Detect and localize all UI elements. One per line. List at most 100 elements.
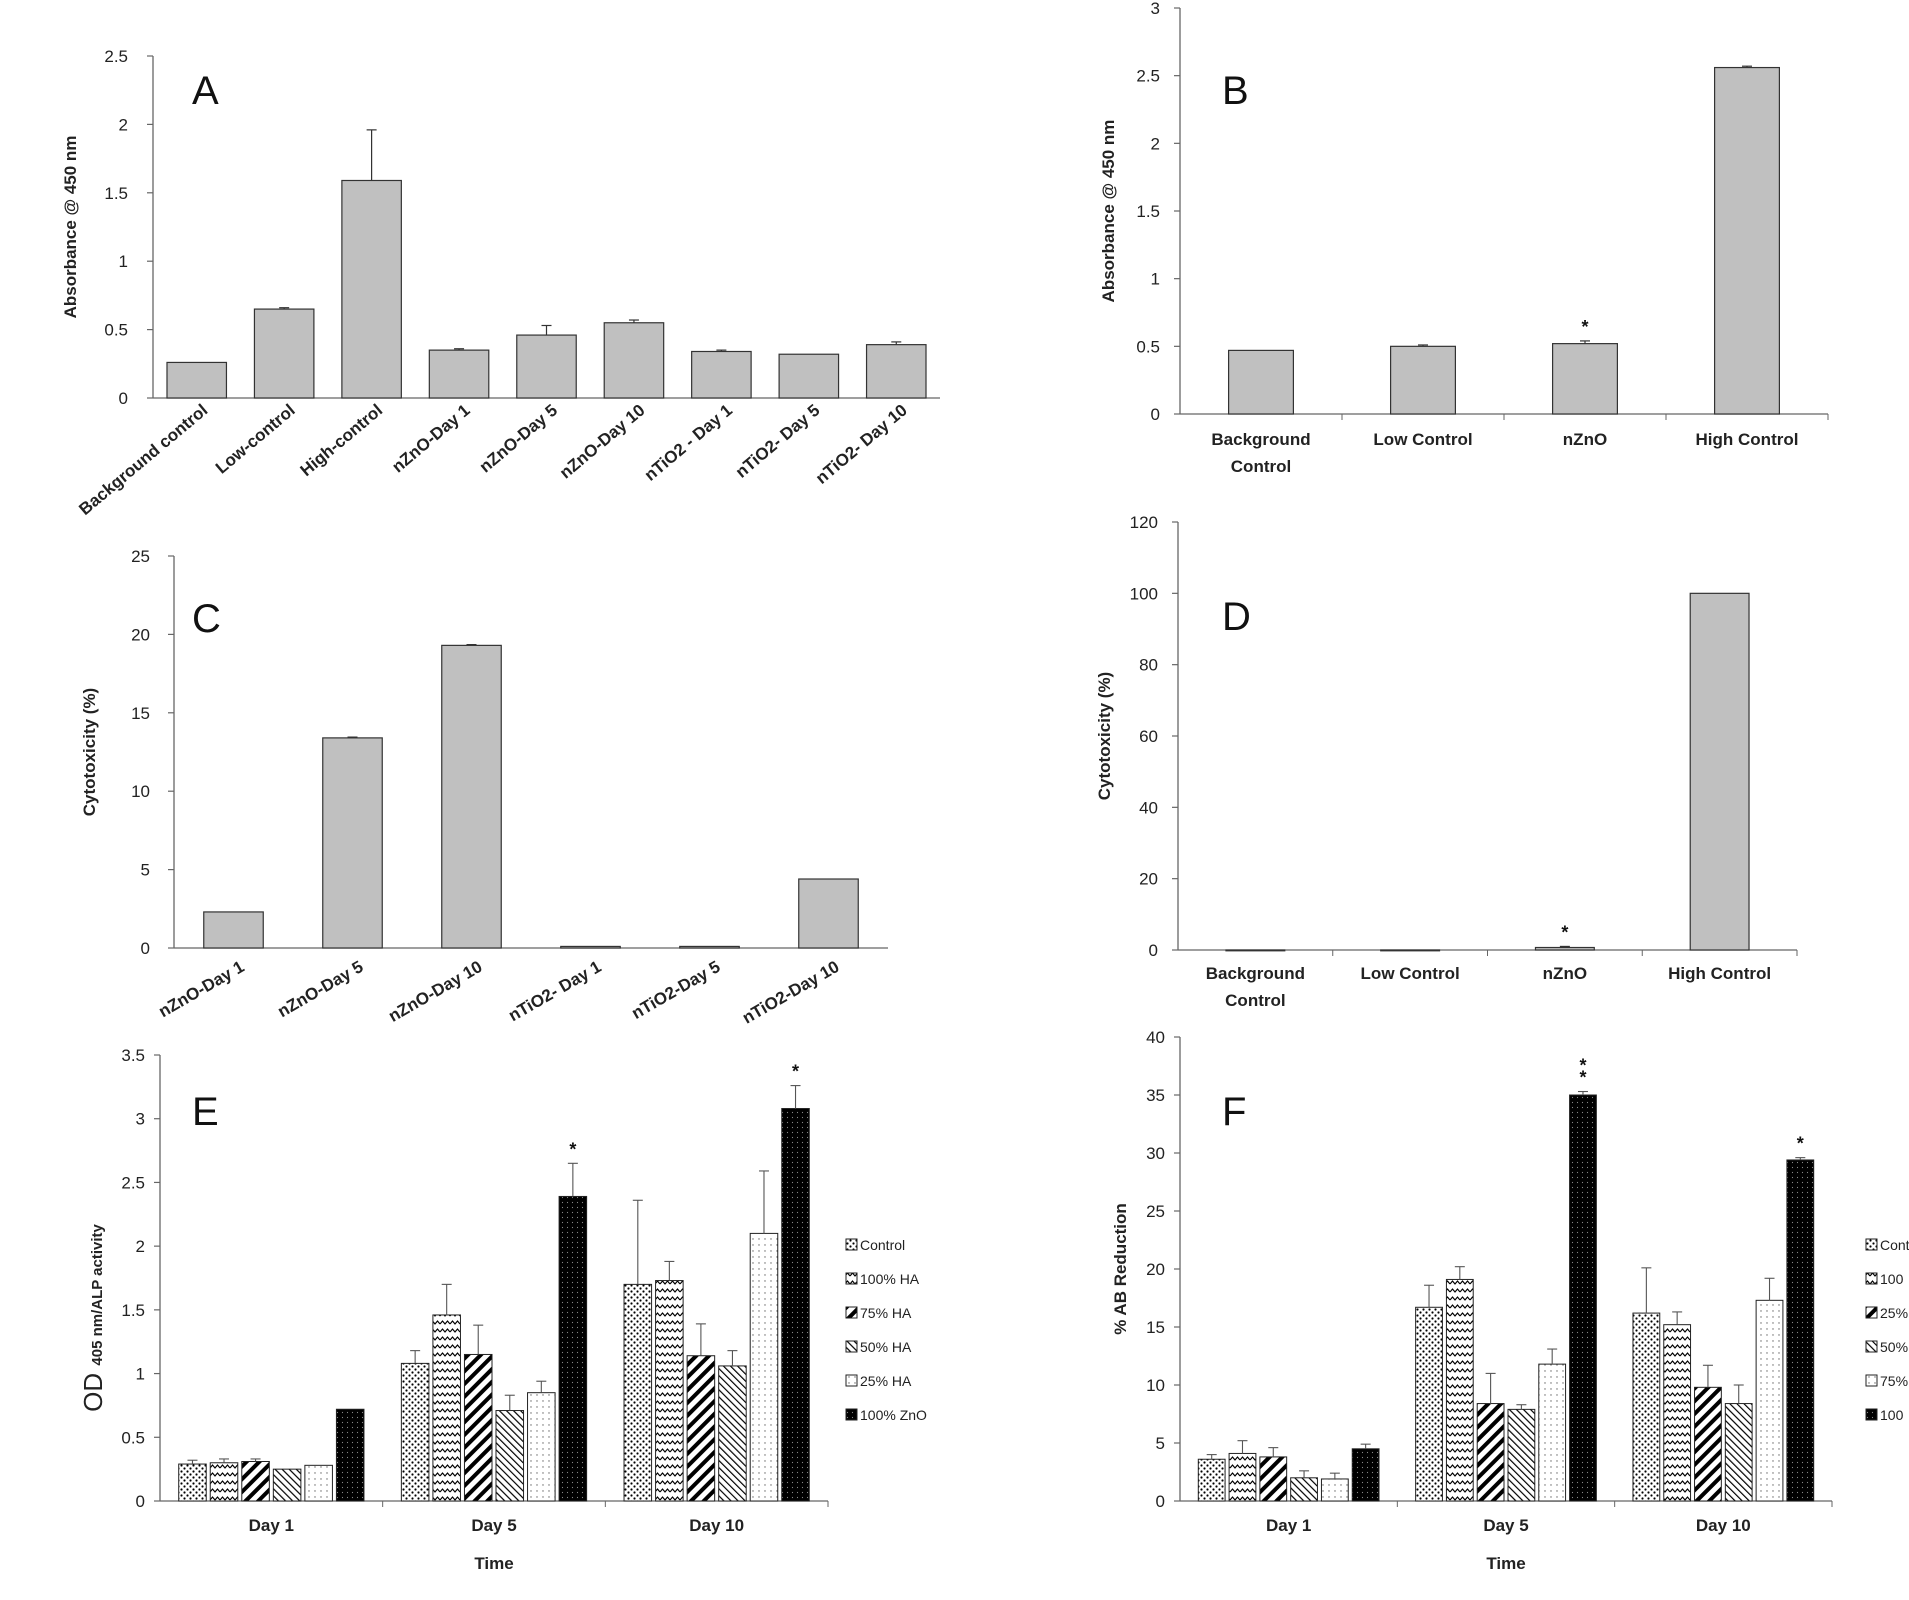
y-tick-label: 15	[1146, 1318, 1165, 1337]
y-tick-label: 3.5	[121, 1046, 145, 1065]
x-tick-label: High Control	[1668, 964, 1771, 983]
bar	[304, 1464, 333, 1502]
y-axis-label: Cytotoxicity (%)	[80, 688, 99, 816]
bar	[1755, 1299, 1784, 1502]
bar	[1227, 349, 1294, 415]
x-tick-label: nZnO-Day 1	[155, 957, 247, 1021]
bar	[1694, 1386, 1722, 1502]
legend-swatch	[845, 1340, 858, 1353]
x-tick-label: nTiO2- Day 10	[812, 401, 911, 488]
legend-swatch	[845, 1238, 858, 1251]
bar	[203, 911, 264, 949]
x-tick-label: High Control	[1696, 430, 1799, 449]
y-tick-label: 2.5	[121, 1173, 145, 1192]
y-tick-label: 25	[131, 547, 150, 566]
bar	[1389, 345, 1456, 415]
bar	[1351, 1448, 1380, 1502]
y-tick-label: 40	[1139, 798, 1158, 817]
x-tick-label: nZnO-Day 5	[274, 957, 366, 1021]
x-tick-label: Day 5	[1483, 1516, 1528, 1535]
y-axis-label: Absorbance @ 450 nm	[1099, 120, 1118, 303]
bar	[428, 349, 490, 399]
x-tick-label: nZnO	[1563, 430, 1607, 449]
bar	[1380, 949, 1441, 952]
x-tick-label: nTiO2-Day 5	[628, 957, 723, 1023]
legend-label: 75% HA	[860, 1305, 912, 1321]
y-tick-label: 1.5	[1136, 202, 1160, 221]
x-tick-label-line2: Control	[1225, 991, 1285, 1010]
x-tick-label: Day 10	[1696, 1516, 1751, 1535]
bar	[778, 353, 840, 399]
x-axis-label: Time	[474, 1554, 513, 1573]
bar	[865, 344, 927, 399]
y-tick-label: 0	[119, 389, 128, 408]
x-tick-label: nZnO-Day 5	[476, 401, 561, 477]
bar	[1786, 1159, 1815, 1502]
bar	[1569, 1094, 1597, 1502]
bar	[623, 1283, 653, 1502]
y-tick-label: 2	[119, 115, 128, 134]
panel-letter: F	[1222, 1090, 1246, 1134]
legend-swatch	[1865, 1374, 1878, 1387]
panel-letter: A	[192, 69, 219, 113]
legend-label: Cont	[1880, 1237, 1909, 1253]
legend-label: 100% HA	[860, 1271, 920, 1287]
y-axis-label-sub: 405 nm/ALP activity	[89, 1223, 106, 1365]
bar	[441, 644, 502, 949]
bar	[1228, 1452, 1257, 1502]
panel-letter: B	[1222, 69, 1249, 113]
y-tick-label: 20	[131, 625, 150, 644]
y-tick-label: 1.5	[104, 184, 128, 203]
bar	[1225, 949, 1286, 952]
legend-swatch	[845, 1306, 858, 1319]
y-tick-label: 0.5	[1136, 337, 1160, 356]
significance-marker: *	[1579, 1056, 1586, 1076]
bar	[1724, 1403, 1753, 1502]
y-tick-label: 1	[136, 1365, 145, 1384]
y-tick-label: 120	[1130, 513, 1158, 532]
bar	[166, 361, 228, 399]
y-tick-label: 40	[1146, 1028, 1165, 1047]
bar	[335, 1408, 365, 1502]
bar	[1663, 1324, 1692, 1502]
bar	[527, 1392, 556, 1502]
significance-marker: *	[1561, 922, 1568, 942]
panel-letter: D	[1222, 595, 1251, 639]
legend-label: 50%	[1880, 1339, 1908, 1355]
legend-label: 100% ZnO	[860, 1407, 927, 1423]
bar	[209, 1462, 239, 1502]
x-tick-label: Background control	[75, 401, 211, 519]
x-tick-label-line2: Control	[1231, 457, 1291, 476]
bar	[686, 1355, 716, 1502]
y-tick-label: 25	[1146, 1202, 1165, 1221]
y-tick-label: 0.5	[104, 321, 128, 340]
significance-marker: *	[792, 1062, 799, 1082]
bar	[1415, 1306, 1443, 1502]
y-tick-label: 2.5	[104, 47, 128, 66]
bar	[253, 308, 315, 399]
x-tick-label: nZnO-Day 1	[388, 401, 473, 477]
legend-swatch	[845, 1272, 858, 1285]
x-tick-label: nZnO-Day 10	[556, 401, 649, 483]
legend-swatch	[1865, 1340, 1878, 1353]
x-tick-label: Low Control	[1361, 964, 1460, 983]
bar	[1445, 1278, 1474, 1502]
bar	[655, 1280, 684, 1502]
legend-label: 100	[1880, 1407, 1904, 1423]
bar	[679, 945, 740, 949]
y-tick-label: 60	[1139, 727, 1158, 746]
y-tick-label: 35	[1146, 1086, 1165, 1105]
x-tick-label: nTiO2-Day 10	[739, 957, 842, 1028]
y-tick-label: 5	[1156, 1434, 1165, 1453]
x-tick-label-line1: Background	[1211, 430, 1310, 449]
y-tick-label: 0	[1156, 1492, 1165, 1511]
bar	[272, 1468, 302, 1502]
bar	[241, 1460, 270, 1502]
y-tick-label: 0	[141, 939, 150, 958]
bar	[1290, 1477, 1318, 1502]
y-axis-label-main: OD	[78, 1366, 108, 1412]
y-tick-label: 3	[1151, 0, 1160, 18]
bar	[178, 1463, 207, 1502]
bar	[558, 1195, 588, 1502]
